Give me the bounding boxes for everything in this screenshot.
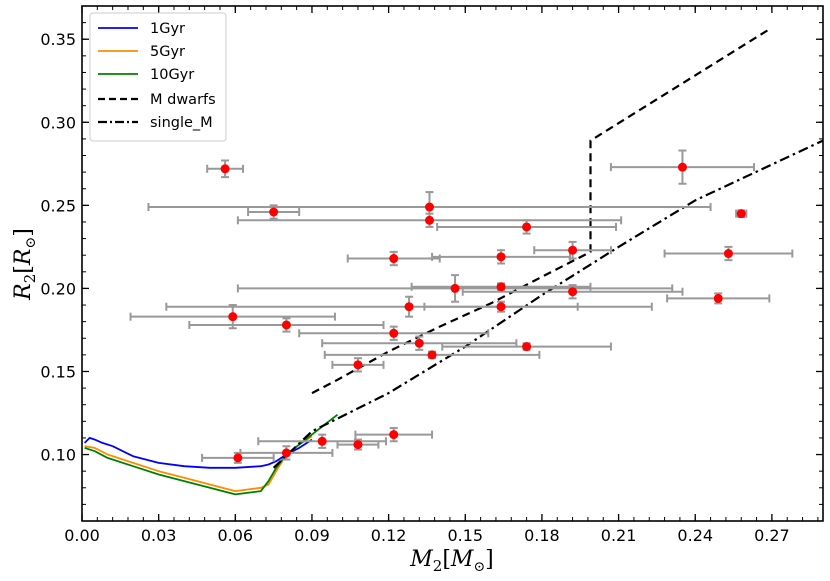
x-tick-label: 0.03 <box>141 526 177 545</box>
x-tick-label: 0.18 <box>524 526 560 545</box>
x-axis-label: M2[M⊙] <box>409 547 494 575</box>
data-point <box>228 312 238 322</box>
data-point <box>353 360 363 370</box>
data-point <box>496 252 506 262</box>
data-point <box>522 222 532 232</box>
legend-label-10gyr: 10Gyr <box>150 67 194 83</box>
data-point <box>425 202 435 212</box>
data-point <box>389 328 399 338</box>
data-point <box>736 209 746 219</box>
legend-label-1gyr: 1Gyr <box>150 21 185 37</box>
data-point <box>713 293 723 303</box>
x-tick-label: 0.21 <box>601 526 637 545</box>
data-point <box>317 436 327 446</box>
data-point <box>568 245 578 255</box>
data-point <box>414 338 424 348</box>
data-point <box>389 254 399 264</box>
x-tick-label: 0.00 <box>64 526 100 545</box>
x-tick-label: 0.09 <box>294 526 330 545</box>
data-point <box>427 350 437 360</box>
y-tick-label: 0.35 <box>40 30 76 49</box>
data-point <box>496 302 506 312</box>
data-point <box>281 320 291 330</box>
x-tick-label: 0.27 <box>754 526 790 545</box>
line-single-m <box>272 139 824 469</box>
y-axis-label: R2[R⊙] <box>11 228 39 301</box>
data-point <box>568 287 578 297</box>
y-tick-label: 0.20 <box>40 279 76 298</box>
y-tick-label: 0.30 <box>40 113 76 132</box>
x-tick-label: 0.24 <box>677 526 713 545</box>
data-point <box>425 215 435 225</box>
y-tick-label: 0.10 <box>40 446 76 465</box>
line-1gyr <box>83 436 313 469</box>
line-m-dwarfs <box>311 28 770 395</box>
plot-frame <box>81 5 824 522</box>
legend-box <box>89 12 227 142</box>
x-tick-label: 0.12 <box>371 526 407 545</box>
legend-label-single-m: single_M <box>150 115 213 131</box>
data-point <box>404 302 414 312</box>
legend-label-5gyr: 5Gyr <box>150 44 185 60</box>
model-lines <box>83 28 824 496</box>
x-tick-label: 0.15 <box>447 526 483 545</box>
data-point <box>496 282 506 292</box>
data-point <box>450 283 460 293</box>
y-tick-label: 0.15 <box>40 362 76 381</box>
data-point <box>677 162 687 172</box>
data-point <box>281 448 291 458</box>
data-point <box>233 453 243 463</box>
data-point <box>522 342 532 352</box>
legend-label-m-dwarfs: M dwarfs <box>150 92 216 108</box>
data-point <box>723 249 733 259</box>
x-tick-label: 0.06 <box>217 526 253 545</box>
data-point <box>353 440 363 450</box>
data-point <box>389 430 399 440</box>
axis-ticks: 0.00 0.03 0.06 0.09 0.12 0.15 0.18 0.21 0.24 0.27… <box>40 5 823 545</box>
line-10gyr <box>84 413 339 496</box>
data-point <box>269 207 279 217</box>
data-points <box>220 162 746 463</box>
legend: 1Gyr 5Gyr 10Gyr M dwarfs single_M <box>89 12 227 142</box>
data-point <box>220 164 230 174</box>
y-tick-label: 0.25 <box>40 196 76 215</box>
